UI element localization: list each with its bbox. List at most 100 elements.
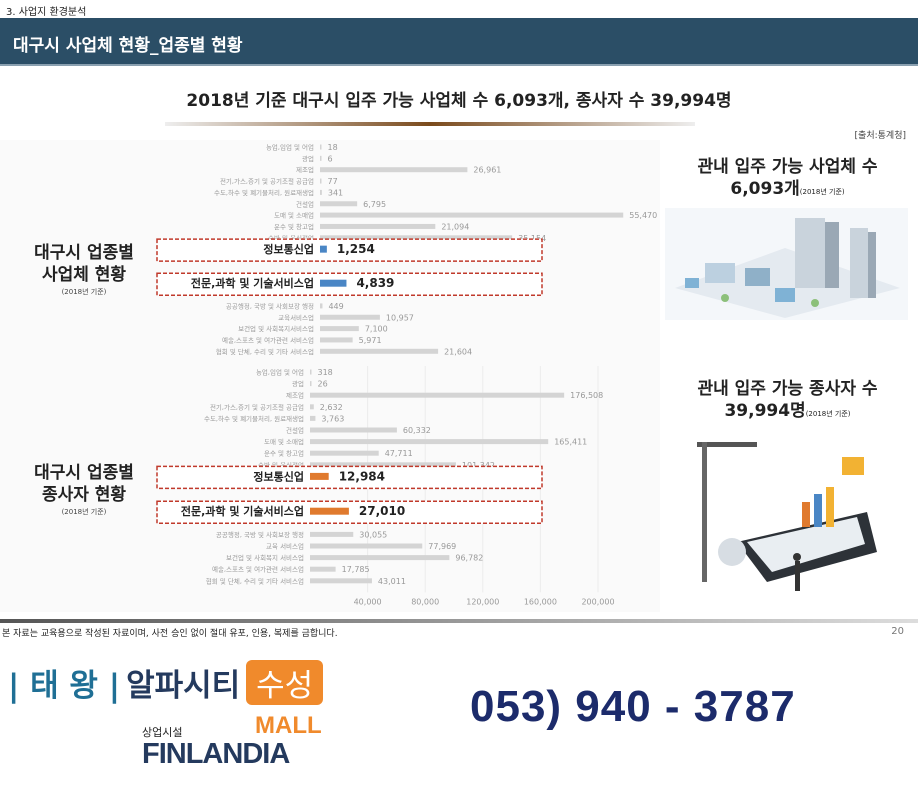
- category-label: 공공행정, 국방 및 사회보장 행정: [226, 301, 314, 310]
- bar: [320, 314, 380, 320]
- charts-svg: 농업,임업 및 어업 18 광업 6 제조업 26,961 전기,가스,증기 및 공기조절 …: [156, 143, 657, 606]
- bar: [310, 404, 314, 410]
- category-label: 농업,임업 및 어업: [266, 143, 314, 152]
- brand-prefix: | 태 왕 |: [8, 668, 121, 704]
- bar: [310, 555, 450, 561]
- side-note: (2018년 기준): [61, 288, 107, 296]
- bar: [310, 415, 316, 421]
- value-label: 6,795: [363, 200, 386, 209]
- bar: [310, 439, 549, 445]
- callout-value: 6,093개: [730, 179, 800, 199]
- category-label: 보건업 및 사회복지서비스업: [238, 324, 314, 333]
- category-label: 협회 및 단체, 수리 및 기타 서비스업: [206, 576, 304, 585]
- category-label: 광업: [302, 155, 314, 163]
- value-label: 35,154: [518, 234, 546, 243]
- brand-tag: 수성: [246, 660, 324, 705]
- category-label: 숙박 및 음식점업: [258, 460, 304, 469]
- bar: [310, 578, 372, 584]
- bar: [320, 178, 322, 184]
- source-note: [출처:통계청]: [854, 131, 906, 141]
- category-label: 보건업 및 사회복지 서비스업: [226, 553, 304, 562]
- value-label: 26: [318, 380, 328, 389]
- category-label: 전문,과학 및 기술서비스업: [191, 276, 314, 290]
- bar: [310, 427, 397, 433]
- brand-main: 알파시티: [126, 668, 241, 704]
- bar: [310, 472, 329, 480]
- callout-value: 39,994명: [724, 401, 806, 421]
- bar: [320, 223, 436, 229]
- category-label: 교육서비스업: [278, 313, 314, 322]
- category-label: 예술,스포츠 및 여가관련 서비스업: [222, 335, 314, 344]
- x-tick-label: 160,000: [524, 597, 557, 606]
- bar: [310, 543, 423, 549]
- value-label: 30,055: [359, 530, 387, 539]
- x-tick-label: 80,000: [411, 597, 439, 606]
- value-label: 318: [318, 368, 333, 377]
- brand-logo: | 태 왕 | 알파시티 수성: [8, 660, 324, 705]
- section-label: 3. 사업지 환경분석: [6, 7, 87, 18]
- side-note: (2018년 기준): [61, 508, 107, 516]
- category-label: 도매 및 소매업: [274, 212, 314, 220]
- slide-title-banner: 대구시 사업체 현황_업종별 현황: [0, 18, 918, 66]
- highlight-box: [156, 272, 543, 296]
- value-label: 12,984: [339, 469, 385, 483]
- value-label: 449: [328, 302, 343, 311]
- side-title: 종사자 현황: [41, 485, 127, 505]
- callout-note: (2018년 기준): [805, 410, 851, 418]
- bar: [310, 450, 379, 456]
- business-count-callout: 관내 입주 가능 사업체 수 6,093개(2018년 기준): [660, 156, 915, 203]
- category-label: 운수 및 창고업: [264, 450, 304, 458]
- category-label: 협회 및 단체, 수리 및 기타 서비스업: [216, 347, 314, 356]
- value-label: 77,969: [428, 542, 456, 551]
- bar: [320, 245, 327, 253]
- value-label: 165,411: [554, 438, 587, 447]
- bar: [310, 566, 336, 572]
- value-label: 176,508: [570, 391, 603, 400]
- category-label: 공공행정, 국방 및 사회보장 행정: [216, 530, 304, 539]
- value-label: 26,961: [473, 166, 501, 175]
- bar: [310, 392, 565, 398]
- disclaimer: 본 자료는 교육용으로 작성된 자료이며, 사전 승인 없이 절대 유포, 인용…: [2, 629, 338, 639]
- chart2-side-label: 대구시 업종별 종사자 현황 (2018년 기준): [14, 462, 154, 518]
- bar: [320, 189, 322, 195]
- value-label: 27,010: [359, 504, 405, 518]
- x-tick-label: 40,000: [354, 597, 382, 606]
- category-label: 수도,하수 및 폐기물처리, 원료재생업: [214, 188, 314, 197]
- x-tick-label: 120,000: [466, 597, 499, 606]
- bar: [310, 381, 312, 387]
- value-label: 1,254: [337, 242, 375, 256]
- bar: [310, 462, 456, 468]
- category-label: 농업,임업 및 어업: [256, 368, 304, 377]
- category-label: 정보통신업: [253, 469, 304, 483]
- phone-number: 053) 940 - 3787: [470, 682, 796, 731]
- value-label: 55,470: [629, 211, 657, 220]
- callout-title: 관내 입주 가능 종사자 수: [697, 379, 878, 399]
- value-label: 43,011: [378, 577, 406, 586]
- bar: [320, 201, 358, 207]
- category-label: 도매 및 소매업: [264, 438, 304, 446]
- highlight-box: [156, 465, 543, 490]
- category-label: 건설업: [286, 426, 304, 435]
- callout-note: (2018년 기준): [799, 188, 845, 196]
- highlight-box: [156, 238, 543, 262]
- page-number: 20: [891, 626, 904, 637]
- side-title: 대구시 업종별: [34, 243, 134, 263]
- bar: [320, 155, 322, 161]
- category-label: 제조업: [286, 392, 304, 400]
- workers-illustration: [677, 432, 884, 598]
- bar: [310, 507, 349, 515]
- category-label: 광업: [292, 380, 304, 388]
- bar: [310, 531, 354, 537]
- category-label: 전문,과학 및 기술서비스업: [181, 504, 304, 518]
- category-label: 교육 서비스업: [266, 542, 304, 551]
- mall-logo: MALL: [255, 712, 322, 739]
- value-label: 6: [328, 154, 333, 163]
- side-title: 대구시 업종별: [34, 463, 134, 483]
- value-label: 341: [328, 188, 343, 197]
- value-label: 2,632: [320, 403, 343, 412]
- value-label: 21,604: [444, 347, 472, 356]
- value-label: 5,971: [359, 336, 382, 345]
- footer-divider: [0, 619, 918, 623]
- value-label: 101,342: [462, 461, 495, 470]
- value-label: 17,785: [342, 565, 370, 574]
